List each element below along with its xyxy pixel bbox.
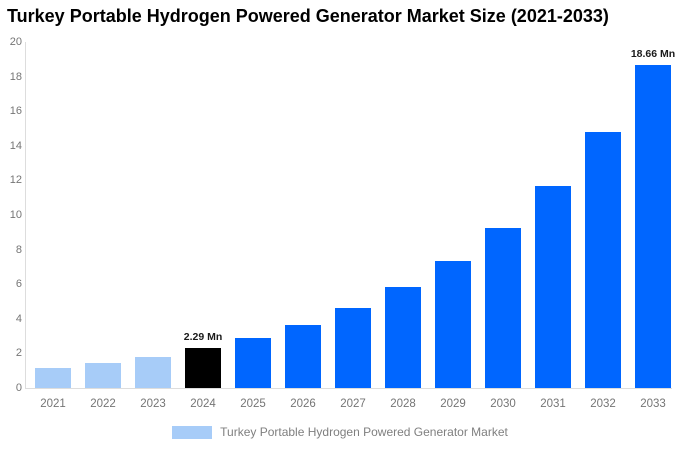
bar-2031[interactable] (535, 185, 571, 388)
y-tick-label: 16 (9, 105, 22, 118)
bar-2026[interactable] (285, 324, 321, 388)
bar-2025[interactable] (235, 338, 271, 388)
y-tick-label: 6 (15, 278, 22, 291)
y-tick-label: 2 (15, 347, 22, 360)
bar-2033[interactable] (635, 65, 671, 388)
bar-2027[interactable] (335, 308, 371, 388)
bar-2022[interactable] (85, 363, 121, 388)
x-tick-label-2026: 2026 (290, 398, 316, 410)
bar-2029[interactable] (435, 261, 471, 388)
bar-value-label-2033: 18.66 Mn (630, 48, 676, 61)
x-tick-label-2021: 2021 (40, 398, 66, 410)
y-tick-label: 18 (9, 70, 22, 83)
x-tick-label-2029: 2029 (440, 398, 466, 410)
x-tick-label-2025: 2025 (240, 398, 266, 410)
x-tick-label-2033: 2033 (640, 398, 666, 410)
bar-2030[interactable] (485, 227, 521, 388)
y-axis-line (25, 42, 26, 388)
bar-value-label-2024: 2.29 Mn (183, 331, 223, 344)
x-axis-line (25, 388, 672, 389)
y-tick-label: 10 (9, 209, 22, 221)
y-tick-label: 20 (9, 36, 22, 48)
x-tick-label-2027: 2027 (340, 398, 366, 410)
x-tick-label-2022: 2022 (90, 398, 116, 410)
x-tick-label-2031: 2031 (540, 398, 566, 410)
y-tick-label: 12 (9, 174, 22, 187)
chart-title: Turkey Portable Hydrogen Powered Generat… (7, 6, 609, 26)
bar-2024[interactable] (185, 348, 221, 388)
bar-2028[interactable] (385, 287, 421, 388)
x-tick-label-2024: 2024 (190, 398, 216, 410)
y-tick-label: 4 (15, 312, 22, 325)
bar-2021[interactable] (35, 368, 71, 388)
y-tick-label: 8 (15, 243, 22, 256)
y-tick-label: 14 (9, 139, 22, 152)
y-tick-label: 0 (15, 382, 22, 394)
x-tick-label-2023: 2023 (140, 398, 166, 410)
x-tick-label-2028: 2028 (390, 398, 416, 410)
legend[interactable]: Turkey Portable Hydrogen Powered Generat… (0, 425, 680, 439)
legend-swatch (172, 425, 213, 439)
x-tick-label-2030: 2030 (490, 398, 516, 410)
legend-label: Turkey Portable Hydrogen Powered Generat… (220, 425, 508, 439)
bar-2032[interactable] (585, 132, 621, 388)
bar-2023[interactable] (135, 356, 171, 388)
x-tick-label-2032: 2032 (590, 398, 616, 410)
